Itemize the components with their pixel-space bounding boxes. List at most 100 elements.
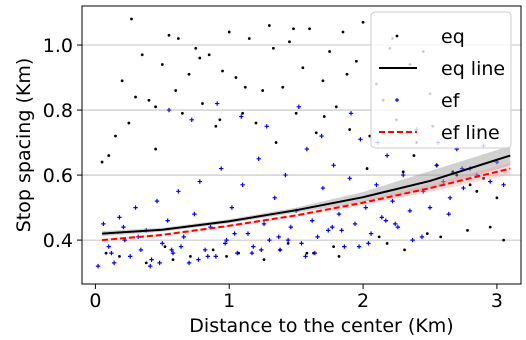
- ef-point: [165, 218, 170, 223]
- eq-point: [134, 95, 137, 99]
- eq-point: [475, 189, 479, 193]
- eq-point: [281, 85, 285, 89]
- eq-point: [468, 183, 472, 187]
- y-axis-label: Stop spacing (Km): [13, 58, 35, 233]
- ef-point: [176, 189, 181, 194]
- legend-marker-eq: [395, 34, 399, 38]
- legend-box: [370, 11, 512, 149]
- eq-point: [337, 254, 341, 258]
- ef-point: [401, 172, 406, 178]
- eq-point: [160, 63, 164, 66]
- eq-point: [247, 37, 251, 40]
- ef-point: [434, 163, 439, 168]
- ef-point: [285, 237, 291, 243]
- ef-point: [427, 205, 433, 210]
- eq-point: [104, 251, 108, 255]
- eq-point: [332, 245, 336, 249]
- eq-point: [439, 235, 443, 239]
- ef-point: [101, 221, 106, 227]
- ef-point: [148, 263, 153, 269]
- eq-point: [292, 27, 295, 31]
- ef-point: [320, 185, 326, 191]
- eq-line-confidence-band: [102, 145, 511, 237]
- ef-point: [245, 231, 251, 236]
- eq-point: [198, 56, 202, 60]
- eq-point: [147, 98, 151, 102]
- legend-label-ef-line: ef line: [441, 122, 500, 144]
- eq-point: [100, 160, 104, 164]
- ef-point: [256, 156, 261, 162]
- ef-point: [259, 247, 264, 253]
- eq-point: [241, 111, 245, 115]
- ef-point: [181, 234, 186, 240]
- y-tick-label: 0.6: [43, 165, 73, 187]
- ef-point: [213, 254, 219, 259]
- eq-point: [227, 30, 231, 34]
- eq-point: [322, 115, 326, 118]
- y-tick-label: 0.8: [43, 100, 73, 122]
- eq-point: [502, 238, 506, 242]
- eq-point: [341, 30, 345, 34]
- ef-point: [149, 257, 154, 262]
- eq-point: [218, 118, 222, 122]
- ef-point: [348, 111, 354, 116]
- ef-point: [419, 234, 425, 240]
- eq-point: [189, 254, 192, 258]
- ef-point: [160, 241, 165, 246]
- ef-point: [127, 254, 133, 259]
- eq-point: [328, 50, 332, 53]
- ef-point: [441, 179, 446, 184]
- legend-label-eq: eq: [441, 26, 465, 48]
- eq-point: [348, 128, 352, 131]
- eq-point: [180, 111, 184, 115]
- ef-point: [229, 205, 235, 210]
- ef-point: [192, 211, 197, 217]
- regression-lines: [101, 154, 511, 242]
- eq-point: [368, 134, 372, 138]
- eq-point: [118, 254, 121, 258]
- ef-point: [232, 231, 237, 236]
- ef-point: [366, 241, 371, 246]
- ef-point: [384, 153, 390, 158]
- ef-point: [461, 185, 466, 191]
- eq-point: [154, 105, 158, 109]
- ef-point: [447, 195, 453, 201]
- x-tick-label: 2: [357, 290, 369, 312]
- eq-point: [288, 40, 291, 44]
- eq-point: [261, 89, 265, 92]
- ef-point: [315, 234, 320, 240]
- x-tick-label: 3: [491, 290, 503, 312]
- ef-point: [336, 211, 342, 217]
- ef-point: [326, 228, 331, 233]
- ef-point: [261, 221, 267, 227]
- ef-point: [214, 101, 220, 106]
- eq-point: [365, 167, 369, 170]
- eq-point: [207, 53, 211, 57]
- eq-point: [301, 66, 305, 70]
- plot-frame: [81, 5, 522, 285]
- eq-point: [455, 173, 459, 177]
- eq-point: [305, 251, 309, 255]
- ef-point: [356, 244, 362, 249]
- eq-point: [294, 111, 298, 115]
- eq-point: [412, 154, 416, 157]
- ef-point: [283, 172, 288, 178]
- eq-point: [214, 124, 218, 128]
- ef-point: [169, 247, 174, 253]
- ef-point: [395, 224, 401, 230]
- eq-point: [401, 170, 405, 174]
- ef-point: [117, 215, 122, 220]
- eq-line: [102, 154, 511, 235]
- ef-point: [303, 254, 308, 259]
- ef-point: [299, 241, 304, 246]
- eq-point: [488, 225, 492, 229]
- eq-point: [345, 72, 349, 76]
- ef-point: [109, 250, 114, 256]
- ef-point: [121, 224, 126, 230]
- ef-point: [277, 247, 283, 253]
- eq-point: [286, 241, 290, 245]
- ef-point: [358, 137, 363, 142]
- ef-point: [189, 117, 194, 123]
- eq-point: [482, 176, 485, 180]
